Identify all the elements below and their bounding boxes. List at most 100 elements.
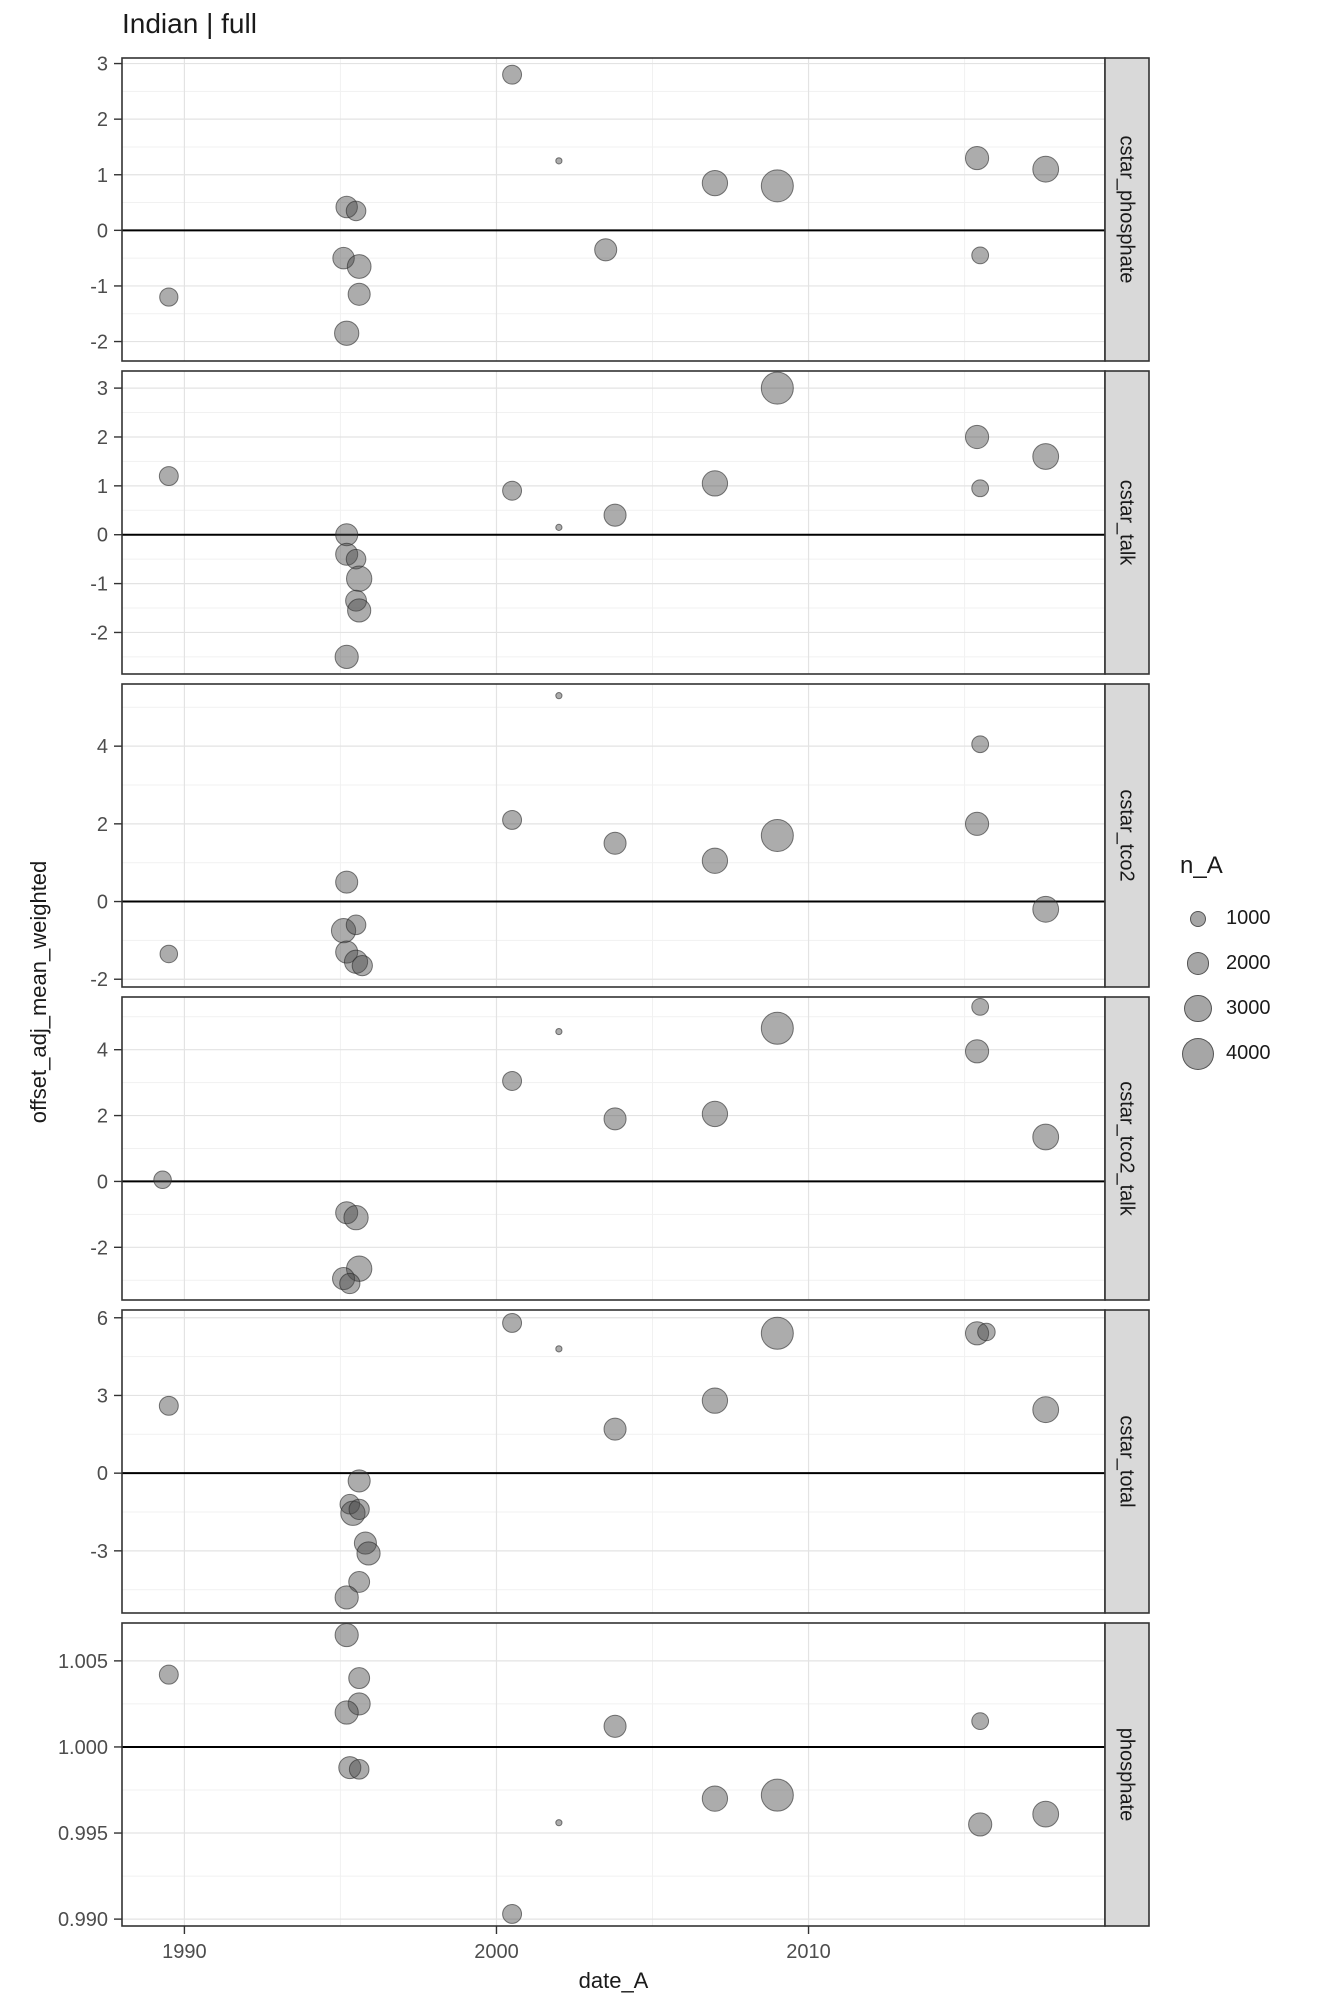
legend-label: 4000	[1226, 1042, 1271, 1064]
data-point	[594, 238, 618, 262]
data-point	[1032, 1396, 1060, 1424]
data-point	[346, 1255, 373, 1282]
data-point	[701, 1100, 729, 1128]
data-point	[347, 282, 371, 306]
facet-panel-cstar_total: -3 0 3 6 cstar_total	[90, 1308, 1150, 1614]
data-point	[502, 1071, 523, 1091]
data-point	[334, 320, 360, 346]
data-point	[1032, 895, 1060, 923]
data-point	[977, 1322, 996, 1342]
y-tick-label: -3	[90, 1541, 108, 1563]
facet-strip-label: cstar_phosphate	[1116, 136, 1138, 284]
legend-swatch	[1180, 910, 1216, 927]
y-tick-label: -1	[90, 276, 108, 298]
data-point	[502, 64, 523, 85]
facet-panel-cstar_tco2: -2 0 2 4 cstar_tco2	[90, 683, 1150, 991]
data-point	[345, 548, 367, 570]
legend-label: 1000	[1226, 907, 1271, 929]
data-point	[345, 914, 367, 936]
data-point	[334, 1622, 359, 1648]
data-point	[345, 200, 367, 222]
facet-panel-phosphate: 0.990 0.995 1.000 1.005 phosphate	[58, 1622, 1150, 1931]
facet-strip	[1104, 370, 1150, 675]
data-point	[153, 1170, 172, 1190]
y-tick-label: 0	[97, 1171, 108, 1193]
legend-swatch	[1180, 994, 1216, 1023]
legend-size-circle	[1186, 952, 1210, 975]
data-point	[348, 1759, 370, 1780]
data-point	[345, 589, 367, 612]
data-point	[760, 169, 794, 203]
facet-panel-cstar_tco2_talk: -2 0 2 4 cstar_tco2_talk	[90, 996, 1150, 1301]
facet-strip-label: cstar_tco2	[1116, 789, 1138, 881]
data-point	[159, 287, 179, 307]
data-point	[603, 1107, 627, 1131]
data-point	[335, 940, 359, 964]
data-point	[555, 1345, 563, 1353]
data-point	[1032, 155, 1060, 183]
data-point	[760, 1316, 794, 1350]
data-point	[971, 479, 990, 498]
legend-swatch	[1180, 952, 1216, 975]
data-point	[343, 1205, 369, 1231]
facet-strip-label: cstar_total	[1116, 1415, 1138, 1507]
data-point	[335, 870, 359, 894]
data-point	[158, 1395, 179, 1416]
data-point	[555, 1027, 563, 1036]
data-point	[1032, 443, 1060, 470]
data-point	[701, 1785, 729, 1812]
facet-strip-label: cstar_talk	[1116, 480, 1138, 567]
y-tick-label: 1.005	[58, 1651, 108, 1673]
y-tick-label: 2	[97, 1106, 108, 1128]
data-point	[330, 918, 357, 944]
y-tick-label: 6	[97, 1308, 108, 1330]
facet-strip-label: phosphate	[1116, 1728, 1138, 1821]
data-point	[334, 644, 359, 669]
legend-size-circle	[1182, 1037, 1214, 1070]
data-point	[555, 523, 563, 531]
y-tick-label: 3	[97, 378, 108, 400]
legend-item: 1000	[1180, 896, 1271, 941]
data-point	[968, 1812, 993, 1837]
y-tick-label: 1	[97, 476, 108, 498]
data-point	[159, 944, 179, 964]
data-point	[701, 847, 729, 874]
data-point	[1032, 1123, 1060, 1151]
legend-item: 2000	[1180, 941, 1271, 986]
x-axis-title: date_A	[578, 1968, 649, 1993]
chart-title: Indian | full	[122, 8, 257, 39]
data-point	[356, 1541, 381, 1566]
y-tick-label: 0	[97, 892, 108, 914]
y-tick-label: 0	[97, 1463, 108, 1485]
y-tick-label: -1	[90, 574, 108, 596]
y-tick-label: -2	[90, 969, 108, 991]
data-point	[158, 1664, 179, 1685]
x-tick-label: 1990	[162, 1941, 207, 1963]
y-tick-label: -2	[90, 622, 108, 644]
y-tick-label: 0.995	[58, 1823, 108, 1845]
data-point	[158, 466, 179, 487]
y-tick-label: -2	[90, 332, 108, 354]
y-tick-label: 2	[97, 814, 108, 836]
legend-item: 3000	[1180, 986, 1271, 1031]
facet-strip	[1104, 996, 1150, 1301]
data-point	[971, 735, 990, 754]
data-point	[701, 1387, 729, 1414]
y-tick-label: 3	[97, 54, 108, 76]
x-tick-label: 2010	[786, 1941, 831, 1963]
legend-size-circle	[1184, 994, 1212, 1023]
legend-items: 1000 2000 3000 4000	[1180, 896, 1271, 1076]
data-point	[964, 145, 990, 171]
facet-strip	[1104, 1622, 1150, 1927]
data-point	[964, 424, 990, 450]
data-point	[555, 692, 563, 700]
facet-strip	[1104, 1309, 1150, 1614]
facet-panel-cstar_talk: -2 -1 0 1 2 3 cstar_talk	[90, 370, 1150, 675]
data-point	[971, 1712, 990, 1731]
data-point	[347, 598, 372, 623]
legend-item: 4000	[1180, 1031, 1271, 1076]
y-tick-label: 0.990	[58, 1909, 108, 1931]
legend-label: 2000	[1226, 952, 1271, 974]
